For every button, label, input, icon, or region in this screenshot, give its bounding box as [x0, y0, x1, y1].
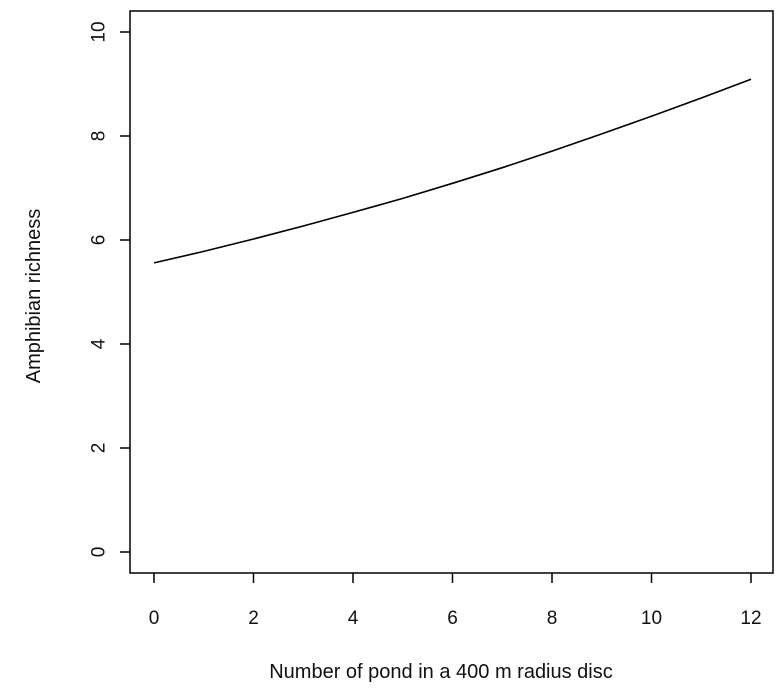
- series-layer: [153, 78, 752, 264]
- x-tick-label: 12: [740, 608, 761, 629]
- x-axis-title: Number of pond in a 400 m radius disc: [269, 661, 613, 683]
- x-tick-label: 8: [547, 608, 558, 629]
- x-tick-label: 6: [447, 608, 458, 629]
- y-axis: 0 2 4 6 8 10: [89, 21, 130, 558]
- x-tick-label: 2: [248, 608, 259, 629]
- x-axis: 0 2 4 6 8 10 12: [149, 573, 762, 629]
- y-tick-label: 2: [89, 443, 110, 454]
- y-tick-label: 0: [89, 547, 110, 558]
- y-axis-title: Amphibian richness: [23, 209, 45, 384]
- y-tick-label: 4: [89, 338, 110, 349]
- y-tick-label: 10: [89, 21, 110, 42]
- y-tick-label: 8: [89, 131, 110, 142]
- plot-frame: [129, 10, 774, 574]
- series-line: [153, 78, 752, 264]
- y-tick-label: 6: [89, 235, 110, 246]
- x-tick-label: 10: [641, 608, 662, 629]
- x-tick-label: 0: [149, 608, 160, 629]
- x-tick-label: 4: [348, 608, 359, 629]
